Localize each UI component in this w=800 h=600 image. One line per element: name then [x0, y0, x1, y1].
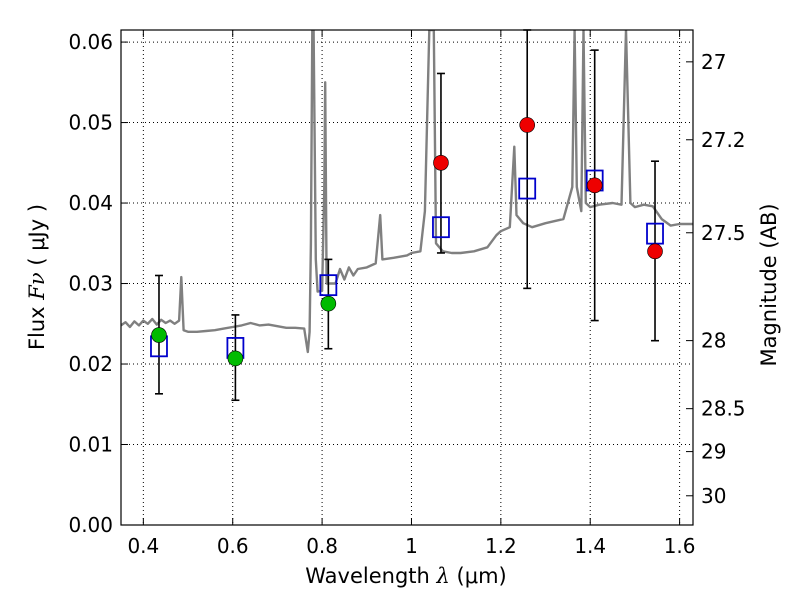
magnitude-tick-label: 27 — [701, 50, 726, 74]
x-tick-label: 1.2 — [485, 534, 517, 558]
observed-data-point — [227, 350, 244, 367]
x-tick-label: 0.4 — [127, 534, 159, 558]
y-tick-label: 0.03 — [68, 272, 113, 296]
x-tick-label: 1.4 — [574, 534, 606, 558]
model-photometry-square — [432, 216, 450, 239]
x-tick-label: 1 — [405, 534, 418, 558]
y-tick-label: 0.04 — [68, 191, 113, 215]
magnitude-tick-label: 27.2 — [701, 128, 746, 152]
y-tick-label: 0.05 — [68, 111, 113, 135]
magnitude-tick-label: 28.5 — [701, 397, 746, 421]
observed-data-point — [586, 177, 603, 194]
observed-photometry-group — [151, 117, 663, 367]
y-tick-label: 0.00 — [68, 513, 113, 537]
observed-data-point — [519, 117, 536, 133]
magnitude-tick-label: 30 — [701, 484, 726, 508]
sed-model-group — [121, 30, 693, 354]
sed-model-line — [121, 30, 693, 354]
plot-frame — [120, 29, 694, 526]
observed-data-point — [320, 295, 337, 312]
magnitude-tick-label: 28 — [701, 329, 726, 353]
x-axis-label: Wavelength λ (μm) — [305, 564, 506, 588]
y-tick-label: 0.02 — [68, 352, 113, 376]
x-tick-label: 0.6 — [217, 534, 249, 558]
model-photometry-square — [518, 177, 537, 200]
magnitude-tick-label: 29 — [701, 440, 726, 464]
plot-background — [121, 30, 693, 525]
model-photometry-group — [150, 169, 664, 359]
right-axis-label: Magnitude (AB) — [757, 203, 781, 366]
model-photometry-square — [319, 274, 338, 297]
x-tick-label: 0.8 — [306, 534, 338, 558]
y-tick-label: 0.06 — [68, 30, 113, 54]
observed-data-point — [647, 243, 663, 260]
x-tick-label: 1.6 — [664, 534, 696, 558]
magnitude-tick-label: 27.5 — [701, 221, 746, 245]
y-axis-label: Flux Fν ( μJy ) — [25, 204, 49, 350]
y-tick-label: 0.01 — [68, 433, 113, 457]
observed-data-point — [151, 327, 167, 343]
observed-data-point — [433, 155, 449, 171]
y-axis-ticks: 0.00 0.01 0.02 0.03 0.04 0.05 0.06 — [68, 30, 128, 537]
magnitude-axis-ticks: 27 27.2 27.5 28 28.5 29 30 — [686, 50, 746, 508]
x-axis-ticks: 0.4 0.6 0.8 1 1.2 1.4 1.6 — [127, 30, 696, 558]
